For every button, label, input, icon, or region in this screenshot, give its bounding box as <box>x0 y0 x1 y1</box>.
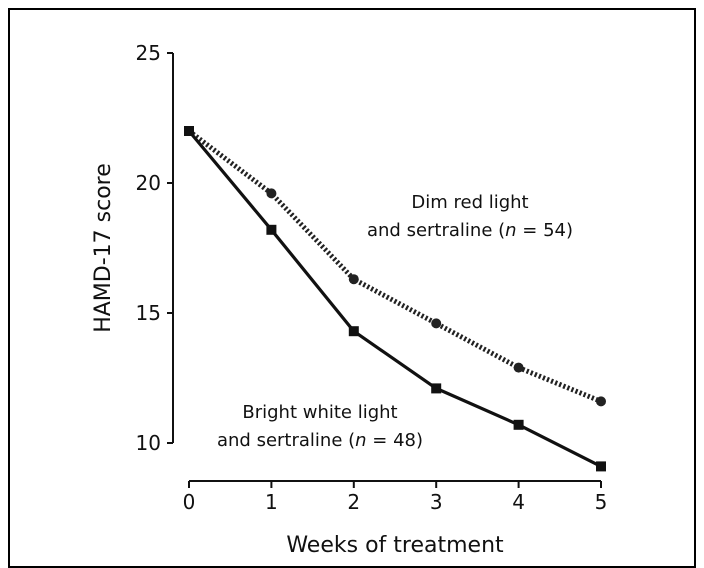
annotation-line: and sertraline (n = 48) <box>217 430 423 451</box>
data-point <box>266 224 277 235</box>
annotation-text: Dim red light <box>411 192 528 213</box>
line-chart: 10 15 20 25 0 1 2 3 4 5 HAMD-17 score Weeks of t… <box>91 41 608 556</box>
data-point <box>431 383 442 394</box>
y-tick-label: 10 <box>136 431 161 455</box>
annotation-text: = 54) <box>517 220 573 241</box>
annotation-text: Bright white light <box>242 402 397 423</box>
y-tick-label: 15 <box>136 301 161 325</box>
data-point <box>596 461 606 472</box>
y-tick-label: 20 <box>136 171 161 195</box>
annotation-italic-text: n <box>505 220 516 241</box>
x-axis-ticks: 0 1 2 3 4 5 <box>183 481 608 514</box>
annotation-text: and sertraline ( <box>217 430 355 451</box>
series-bright-white-light <box>184 126 606 472</box>
annotation-text: and sertraline ( <box>367 220 505 241</box>
annotation-text: = 48) <box>367 430 423 451</box>
annotation-line: and sertraline (n = 54) <box>367 220 573 241</box>
x-tick-label: 4 <box>512 490 525 514</box>
series-dim-red-light <box>184 126 606 407</box>
data-point <box>348 326 359 337</box>
data-point <box>513 362 524 373</box>
data-point <box>431 318 442 329</box>
data-point <box>184 126 194 136</box>
data-point <box>266 188 277 199</box>
x-tick-label: 5 <box>595 490 608 514</box>
x-tick-label: 3 <box>430 490 443 514</box>
axes <box>172 53 601 482</box>
annotation-italic-text: n <box>355 430 366 451</box>
y-axis-ticks: 10 15 20 25 <box>136 41 173 455</box>
annotation-dim-red-light: Dim red light and sertraline (n = 54) <box>367 192 573 241</box>
y-axis-label: HAMD-17 score <box>91 163 116 333</box>
x-tick-label: 0 <box>183 490 196 514</box>
annotation-bright-white-light: Bright white light and sertraline (n = 48… <box>217 402 423 451</box>
x-tick-label: 1 <box>265 490 278 514</box>
annotation-line: Dim red light <box>411 192 528 213</box>
series-line <box>187 129 603 468</box>
series-line <box>187 129 602 404</box>
x-axis-label: Weeks of treatment <box>286 533 504 556</box>
x-tick-label: 2 <box>347 490 360 514</box>
series-layer <box>184 126 606 472</box>
data-point <box>596 396 606 407</box>
y-tick-label: 25 <box>136 41 161 65</box>
annotation-line: Bright white light <box>242 402 397 423</box>
data-point <box>513 419 524 430</box>
data-point <box>348 274 359 285</box>
